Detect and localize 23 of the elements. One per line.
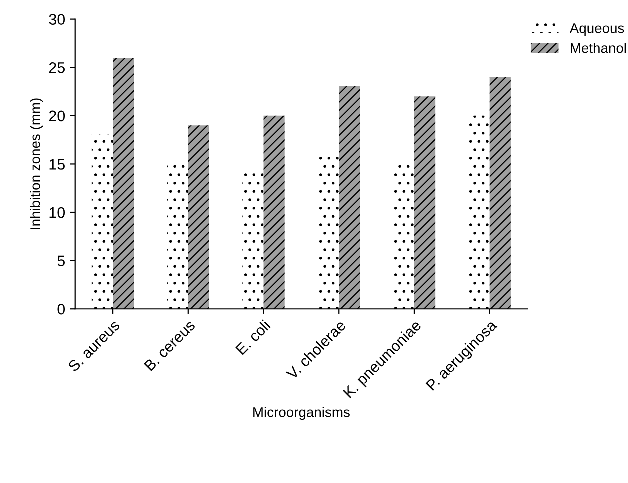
bar: [468, 116, 490, 310]
y-axis-title: Inhibition zones (mm): [30, 98, 44, 230]
legend-label: Aqueous: [570, 24, 624, 36]
bar: [242, 172, 264, 310]
bar: [339, 86, 360, 310]
bar: [92, 134, 114, 310]
y-tick-label: 10: [50, 207, 66, 218]
legend-label: Methanol: [571, 43, 626, 54]
bar: [414, 96, 436, 310]
bar: [188, 126, 210, 310]
bar: [264, 116, 285, 310]
bar: [167, 164, 188, 310]
y-tick-label: 15: [50, 159, 65, 170]
x-axis-title: Microorganisms: [254, 407, 350, 420]
y-tick-label: 0: [58, 304, 66, 315]
y-tick-label: 5: [58, 256, 65, 267]
bar: [113, 58, 134, 310]
y-tick-label: 20: [49, 110, 66, 122]
y-tick-label: 25: [49, 62, 65, 74]
y-tick-label: 30: [49, 14, 66, 26]
x-tick-label: E. coli: [235, 320, 271, 356]
bar: [490, 77, 511, 310]
bar: [393, 164, 414, 310]
